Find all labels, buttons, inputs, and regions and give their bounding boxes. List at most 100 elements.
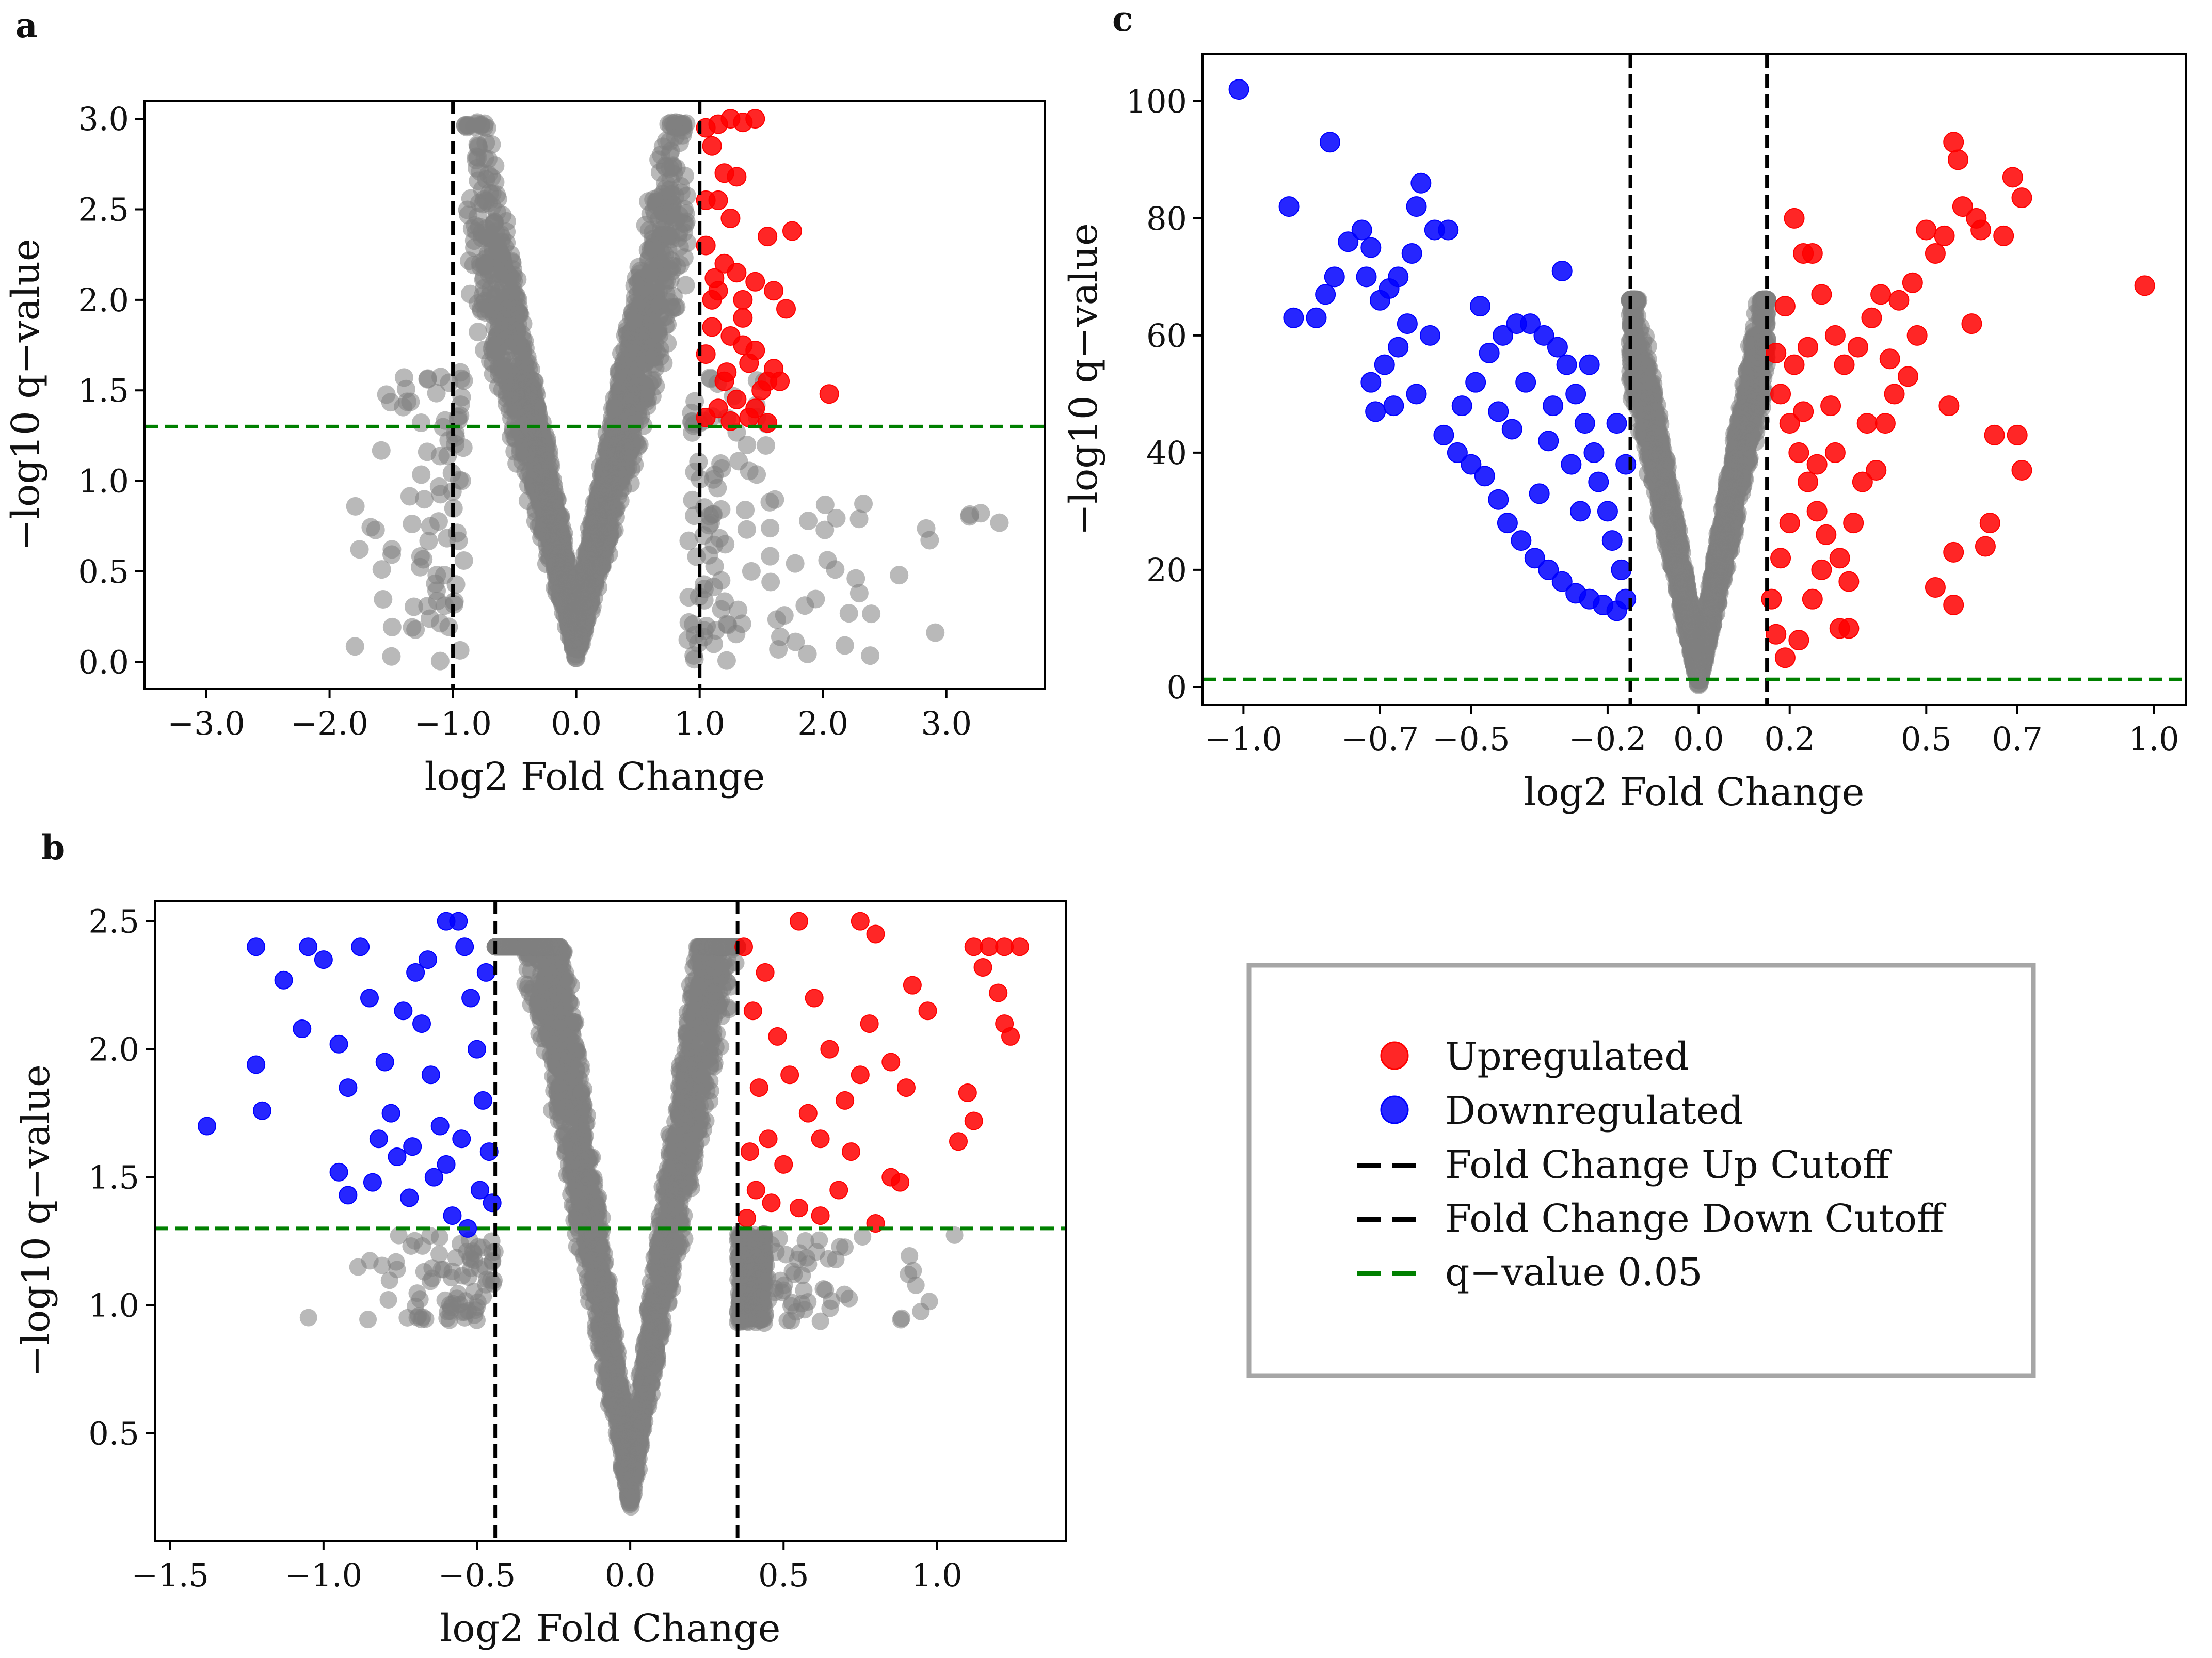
ns-point xyxy=(500,401,519,420)
upregulated-point xyxy=(751,380,772,401)
upregulated-point xyxy=(764,281,784,301)
ns-point xyxy=(539,484,558,503)
ns-point xyxy=(459,116,478,135)
ns-point xyxy=(411,557,430,577)
ns-point xyxy=(712,459,731,478)
plot-area-a xyxy=(345,109,1009,671)
ns-point xyxy=(926,623,945,642)
ns-point xyxy=(511,355,531,374)
ns-point xyxy=(512,375,531,394)
ns-point xyxy=(717,651,736,670)
ns-point xyxy=(427,384,446,403)
ns-point xyxy=(585,537,604,556)
y-tick-label: 0.5 xyxy=(78,553,129,591)
x-tick-label: 2.0 xyxy=(797,705,848,742)
ns-point xyxy=(429,512,448,531)
ns-point xyxy=(670,255,690,274)
ns-point xyxy=(761,572,780,592)
y-tick-label: 3.0 xyxy=(78,100,129,138)
upregulated-point xyxy=(758,413,778,433)
ns-point xyxy=(531,464,550,483)
ns-point xyxy=(990,513,1009,532)
ns-point xyxy=(811,1312,829,1330)
ns-point xyxy=(917,519,936,538)
ns-point xyxy=(382,617,402,636)
ns-point xyxy=(849,509,869,529)
ns-point xyxy=(675,199,694,218)
upregulated-point xyxy=(717,362,737,382)
ns-point xyxy=(477,119,496,138)
ns-point xyxy=(563,575,582,594)
plot-area-b xyxy=(198,912,1029,1516)
ns-point xyxy=(727,625,746,644)
ns-point xyxy=(638,241,658,260)
ns-point xyxy=(418,370,437,389)
ns-point xyxy=(430,651,450,671)
ns-point xyxy=(761,519,780,538)
ns-point xyxy=(454,438,473,457)
x-axis-label: log2 Fold Change xyxy=(425,755,765,799)
upregulated-point xyxy=(704,268,725,288)
ns-point xyxy=(390,1226,408,1245)
ns-point xyxy=(679,588,698,607)
upregulated-point xyxy=(782,221,802,241)
y-tick-label: 2.0 xyxy=(78,281,129,319)
ns-point xyxy=(839,604,858,623)
ns-point xyxy=(651,145,670,164)
ns-point xyxy=(491,244,510,263)
ns-point xyxy=(504,331,523,350)
ns-point xyxy=(688,634,708,653)
ns-point xyxy=(454,551,473,570)
ns-point xyxy=(767,610,786,629)
ns-point xyxy=(406,620,425,639)
ns-point xyxy=(439,431,458,450)
ns-point xyxy=(471,299,490,318)
ns-point xyxy=(493,278,512,297)
ns-point xyxy=(715,592,734,611)
ns-point xyxy=(624,414,644,434)
ns-point xyxy=(854,494,873,513)
upregulated-point xyxy=(702,136,722,156)
ns-point xyxy=(589,497,608,516)
ns-point xyxy=(379,1291,397,1309)
ns-point xyxy=(544,512,563,531)
ns-point xyxy=(418,597,437,616)
ns-point xyxy=(556,553,575,572)
upregulated-point xyxy=(727,263,747,283)
ns-point xyxy=(653,256,672,275)
panel-label-a: a xyxy=(15,5,38,45)
ns-point xyxy=(737,520,756,539)
ns-point xyxy=(473,180,492,199)
ns-point xyxy=(687,547,706,566)
ns-point xyxy=(890,566,909,585)
ns-point xyxy=(771,627,790,646)
upregulated-point xyxy=(727,389,747,409)
x-tick-label: 1.0 xyxy=(674,705,725,742)
ns-point xyxy=(798,644,817,663)
ns-point xyxy=(846,569,865,588)
ns-point xyxy=(945,1226,964,1244)
ns-point xyxy=(761,547,780,566)
ns-point xyxy=(400,487,419,506)
ns-point xyxy=(657,272,676,291)
upregulated-point xyxy=(758,227,778,247)
ns-point xyxy=(622,436,642,455)
ns-point xyxy=(777,1246,795,1264)
ns-point xyxy=(646,192,665,211)
ns-point xyxy=(478,150,498,169)
ns-point xyxy=(786,632,805,651)
ns-point xyxy=(411,413,430,433)
ns-point xyxy=(570,639,589,658)
ns-point xyxy=(439,617,458,636)
ns-point xyxy=(418,442,437,461)
ns-point xyxy=(861,646,880,665)
ns-point xyxy=(372,441,391,460)
ns-point xyxy=(440,373,459,392)
upregulated-point xyxy=(720,209,741,228)
ns-point xyxy=(408,1284,426,1302)
ns-point xyxy=(403,514,422,533)
ns-point xyxy=(703,505,722,524)
ns-point xyxy=(396,379,415,398)
y-tick-label: 0.0 xyxy=(78,643,129,681)
